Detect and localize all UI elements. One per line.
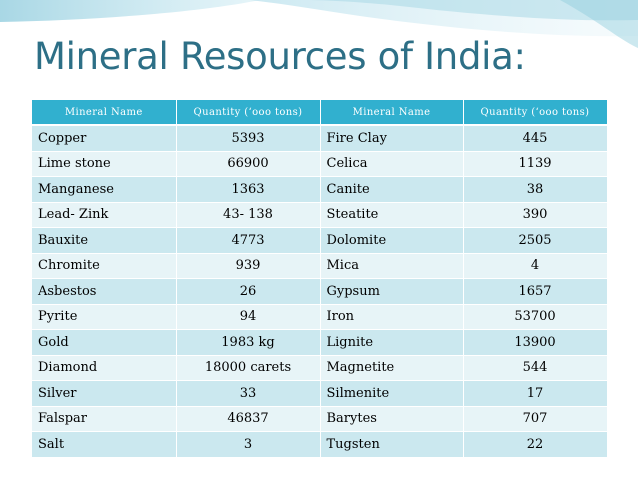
mineral-name-cell: Barytes [320, 406, 464, 432]
mineral-name-cell: Lead- Zink [32, 202, 177, 228]
quantity-cell: 4 [463, 253, 608, 279]
table-row: Chromite 939 Mica 4 [32, 253, 608, 279]
quantity-cell: 1657 [463, 278, 608, 305]
quantity-cell: 38 [463, 176, 608, 203]
mineral-name-cell: Chromite [32, 253, 177, 279]
mineral-name-cell: Lignite [320, 329, 464, 356]
header-quantity: Quantity (‘ooo tons) [463, 100, 608, 126]
mineral-name-cell: Gold [32, 329, 177, 356]
quantity-cell: 1139 [463, 151, 608, 177]
mineral-name-cell: Dolomite [320, 227, 464, 254]
table-row: Silver 33 Silmenite 17 [32, 380, 608, 407]
quantity-cell: 707 [463, 406, 608, 432]
mineral-name-cell: Iron [320, 304, 464, 330]
mineral-name-cell: Fire Clay [320, 125, 464, 152]
mineral-name-cell: Mica [320, 253, 464, 279]
quantity-cell: 1363 [176, 176, 321, 203]
table-row: Falspar 46837 Barytes 707 [32, 406, 608, 432]
quantity-cell: 22 [463, 431, 608, 458]
quantity-cell: 94 [176, 304, 321, 330]
mineral-name-cell: Canite [320, 176, 464, 203]
table-row: Copper 5393 Fire Clay 445 [32, 125, 608, 152]
quantity-cell: 4773 [176, 227, 321, 254]
mineral-name-cell: Lime stone [32, 151, 177, 177]
quantity-cell: 33 [176, 380, 321, 407]
mineral-table: Mineral Name Quantity (‘ooo tons) Minera… [32, 100, 608, 458]
table-row: Lime stone 66900 Celica 1139 [32, 151, 608, 177]
quantity-cell: 53700 [463, 304, 608, 330]
table-row: Asbestos 26 Gypsum 1657 [32, 278, 608, 305]
mineral-name-cell: Steatite [320, 202, 464, 228]
quantity-cell: 26 [176, 278, 321, 305]
quantity-cell: 17 [463, 380, 608, 407]
header-quantity: Quantity (‘ooo tons) [176, 100, 321, 126]
mineral-name-cell: Celica [320, 151, 464, 177]
table-row: Lead- Zink 43- 138 Steatite 390 [32, 202, 608, 228]
mineral-name-cell: Manganese [32, 176, 177, 203]
table-row: Diamond 18000 carets Magnetite 544 [32, 355, 608, 381]
header-mineral-name: Mineral Name [320, 100, 464, 126]
mineral-name-cell: Falspar [32, 406, 177, 432]
table-row: Pyrite 94 Iron 53700 [32, 304, 608, 330]
quantity-cell: 5393 [176, 125, 321, 152]
quantity-cell: 43- 138 [176, 202, 321, 228]
mineral-name-cell: Magnetite [320, 355, 464, 381]
quantity-cell: 390 [463, 202, 608, 228]
table-row: Manganese 1363 Canite 38 [32, 176, 608, 203]
table-row: Bauxite 4773 Dolomite 2505 [32, 227, 608, 254]
table-row: Gold 1983 kg Lignite 13900 [32, 329, 608, 356]
quantity-cell: 939 [176, 253, 321, 279]
quantity-cell: 13900 [463, 329, 608, 356]
mineral-name-cell: Bauxite [32, 227, 177, 254]
quantity-cell: 46837 [176, 406, 321, 432]
mineral-name-cell: Copper [32, 125, 177, 152]
mineral-name-cell: Silmenite [320, 380, 464, 407]
page-title: Mineral Resources of India: [34, 35, 526, 78]
header-mineral-name: Mineral Name [32, 100, 177, 126]
quantity-cell: 445 [463, 125, 608, 152]
table-header-row: Mineral Name Quantity (‘ooo tons) Minera… [32, 100, 608, 126]
mineral-name-cell: Diamond [32, 355, 177, 381]
quantity-cell: 3 [176, 431, 321, 458]
mineral-name-cell: Asbestos [32, 278, 177, 305]
quantity-cell: 1983 kg [176, 329, 321, 356]
quantity-cell: 544 [463, 355, 608, 381]
quantity-cell: 66900 [176, 151, 321, 177]
mineral-name-cell: Tugsten [320, 431, 464, 458]
mineral-name-cell: Salt [32, 431, 177, 458]
quantity-cell: 18000 carets [176, 355, 321, 381]
table-row: Salt 3 Tugsten 22 [32, 431, 608, 458]
mineral-name-cell: Gypsum [320, 278, 464, 305]
header-swoosh-decoration [0, 0, 638, 48]
quantity-cell: 2505 [463, 227, 608, 254]
mineral-name-cell: Pyrite [32, 304, 177, 330]
mineral-name-cell: Silver [32, 380, 177, 407]
